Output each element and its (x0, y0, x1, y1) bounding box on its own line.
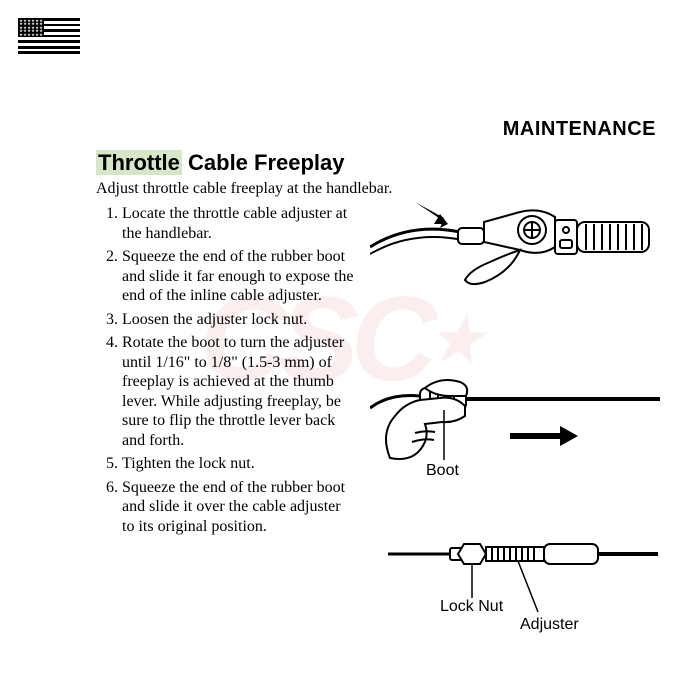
title-highlight: Throttle (96, 150, 182, 175)
step-item: Tighten the lock nut. (122, 454, 356, 474)
steps-list: Locate the throttle cable adjuster at th… (96, 204, 356, 540)
us-flag-icon: ★★★★★★ ★★★★★★ ★★★★★★ ★★★★★★ ★★★★★★ (18, 18, 80, 54)
boot-label: Boot (426, 462, 459, 480)
step-item: Squeeze the end of the rub­ber boot and … (122, 478, 356, 537)
handlebar-diagram (370, 192, 660, 312)
step-item: Rotate the boot to turn the adjuster unt… (122, 333, 356, 450)
step-item: Locate the throttle cable adjuster at th… (122, 204, 356, 243)
intro-text: Adjust throttle cable freeplay at the ha… (96, 180, 392, 198)
title-rest: Cable Freeplay (182, 150, 345, 175)
step-item: Loosen the adjuster lock nut. (122, 310, 356, 330)
adjuster-diagram (388, 520, 658, 620)
locknut-label: Lock Nut (440, 598, 503, 616)
boot-diagram (370, 338, 660, 478)
adjuster-label: Adjuster (520, 616, 579, 634)
page-title: Throttle Cable Freeplay (96, 150, 345, 176)
step-item: Squeeze the end of the rub­ber boot and … (122, 247, 356, 306)
section-header: MAINTENANCE (503, 118, 656, 141)
